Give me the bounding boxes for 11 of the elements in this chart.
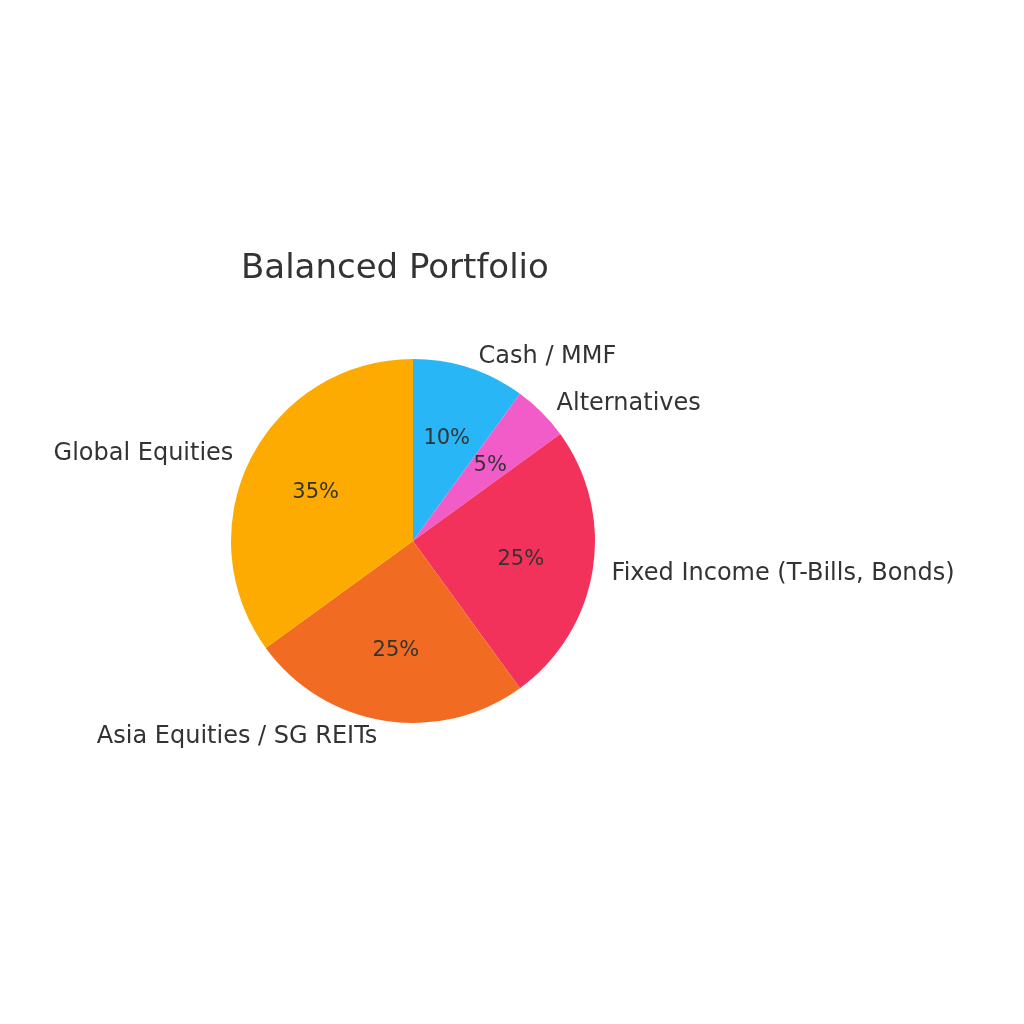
data-label: 25% bbox=[497, 546, 545, 571]
slice-label: Alternatives bbox=[556, 388, 701, 417]
slice-label: Cash / MMF bbox=[478, 340, 617, 369]
data-label: 5% bbox=[473, 451, 507, 476]
data-label: 10% bbox=[423, 425, 471, 450]
data-label: 25% bbox=[372, 636, 420, 661]
slice-label: Global Equities bbox=[53, 438, 234, 467]
slice-label: Fixed Income (T-Bills, Bonds) bbox=[611, 557, 955, 586]
chart-title: Balanced Portfolio bbox=[241, 246, 549, 286]
data-label: 35% bbox=[292, 479, 340, 504]
slice-label: Asia Equities / SG REITs bbox=[96, 720, 378, 749]
